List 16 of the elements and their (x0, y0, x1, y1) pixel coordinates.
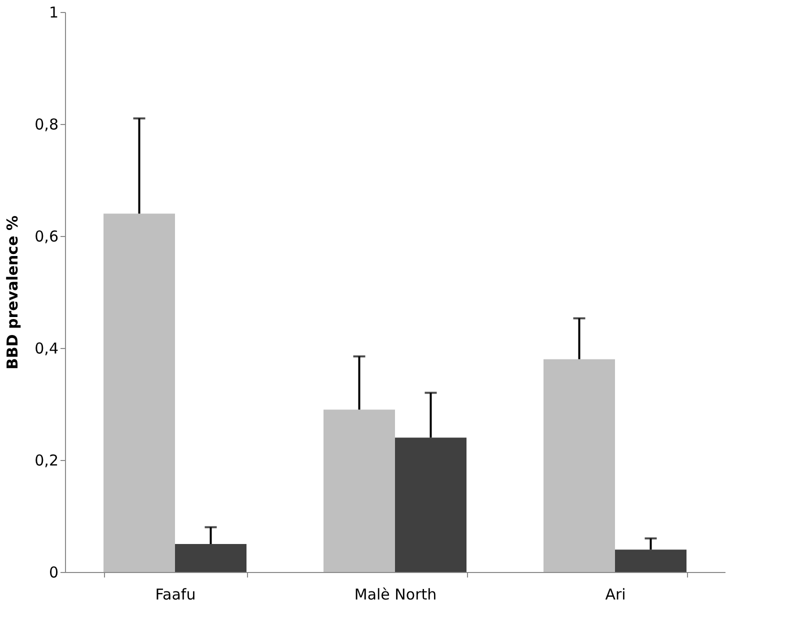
bar (544, 359, 615, 572)
y-tick-label: 0,4 (34, 340, 58, 358)
y-tick-label: 0 (48, 564, 58, 582)
y-tick-label: 0,6 (34, 228, 58, 246)
bar (324, 410, 395, 572)
x-tick-label: Faafu (155, 586, 196, 604)
bar (104, 214, 175, 572)
y-axis-title: BBD prevalence % (4, 215, 22, 370)
x-tick-label: Ari (605, 586, 626, 604)
bar (395, 438, 466, 572)
bar (175, 544, 246, 572)
x-tick-label: Malè North (354, 586, 437, 604)
y-tick-label: 1 (48, 4, 58, 22)
y-tick-label: 0,2 (34, 452, 58, 470)
y-tick-label: 0,8 (34, 116, 58, 134)
bar (615, 550, 686, 572)
